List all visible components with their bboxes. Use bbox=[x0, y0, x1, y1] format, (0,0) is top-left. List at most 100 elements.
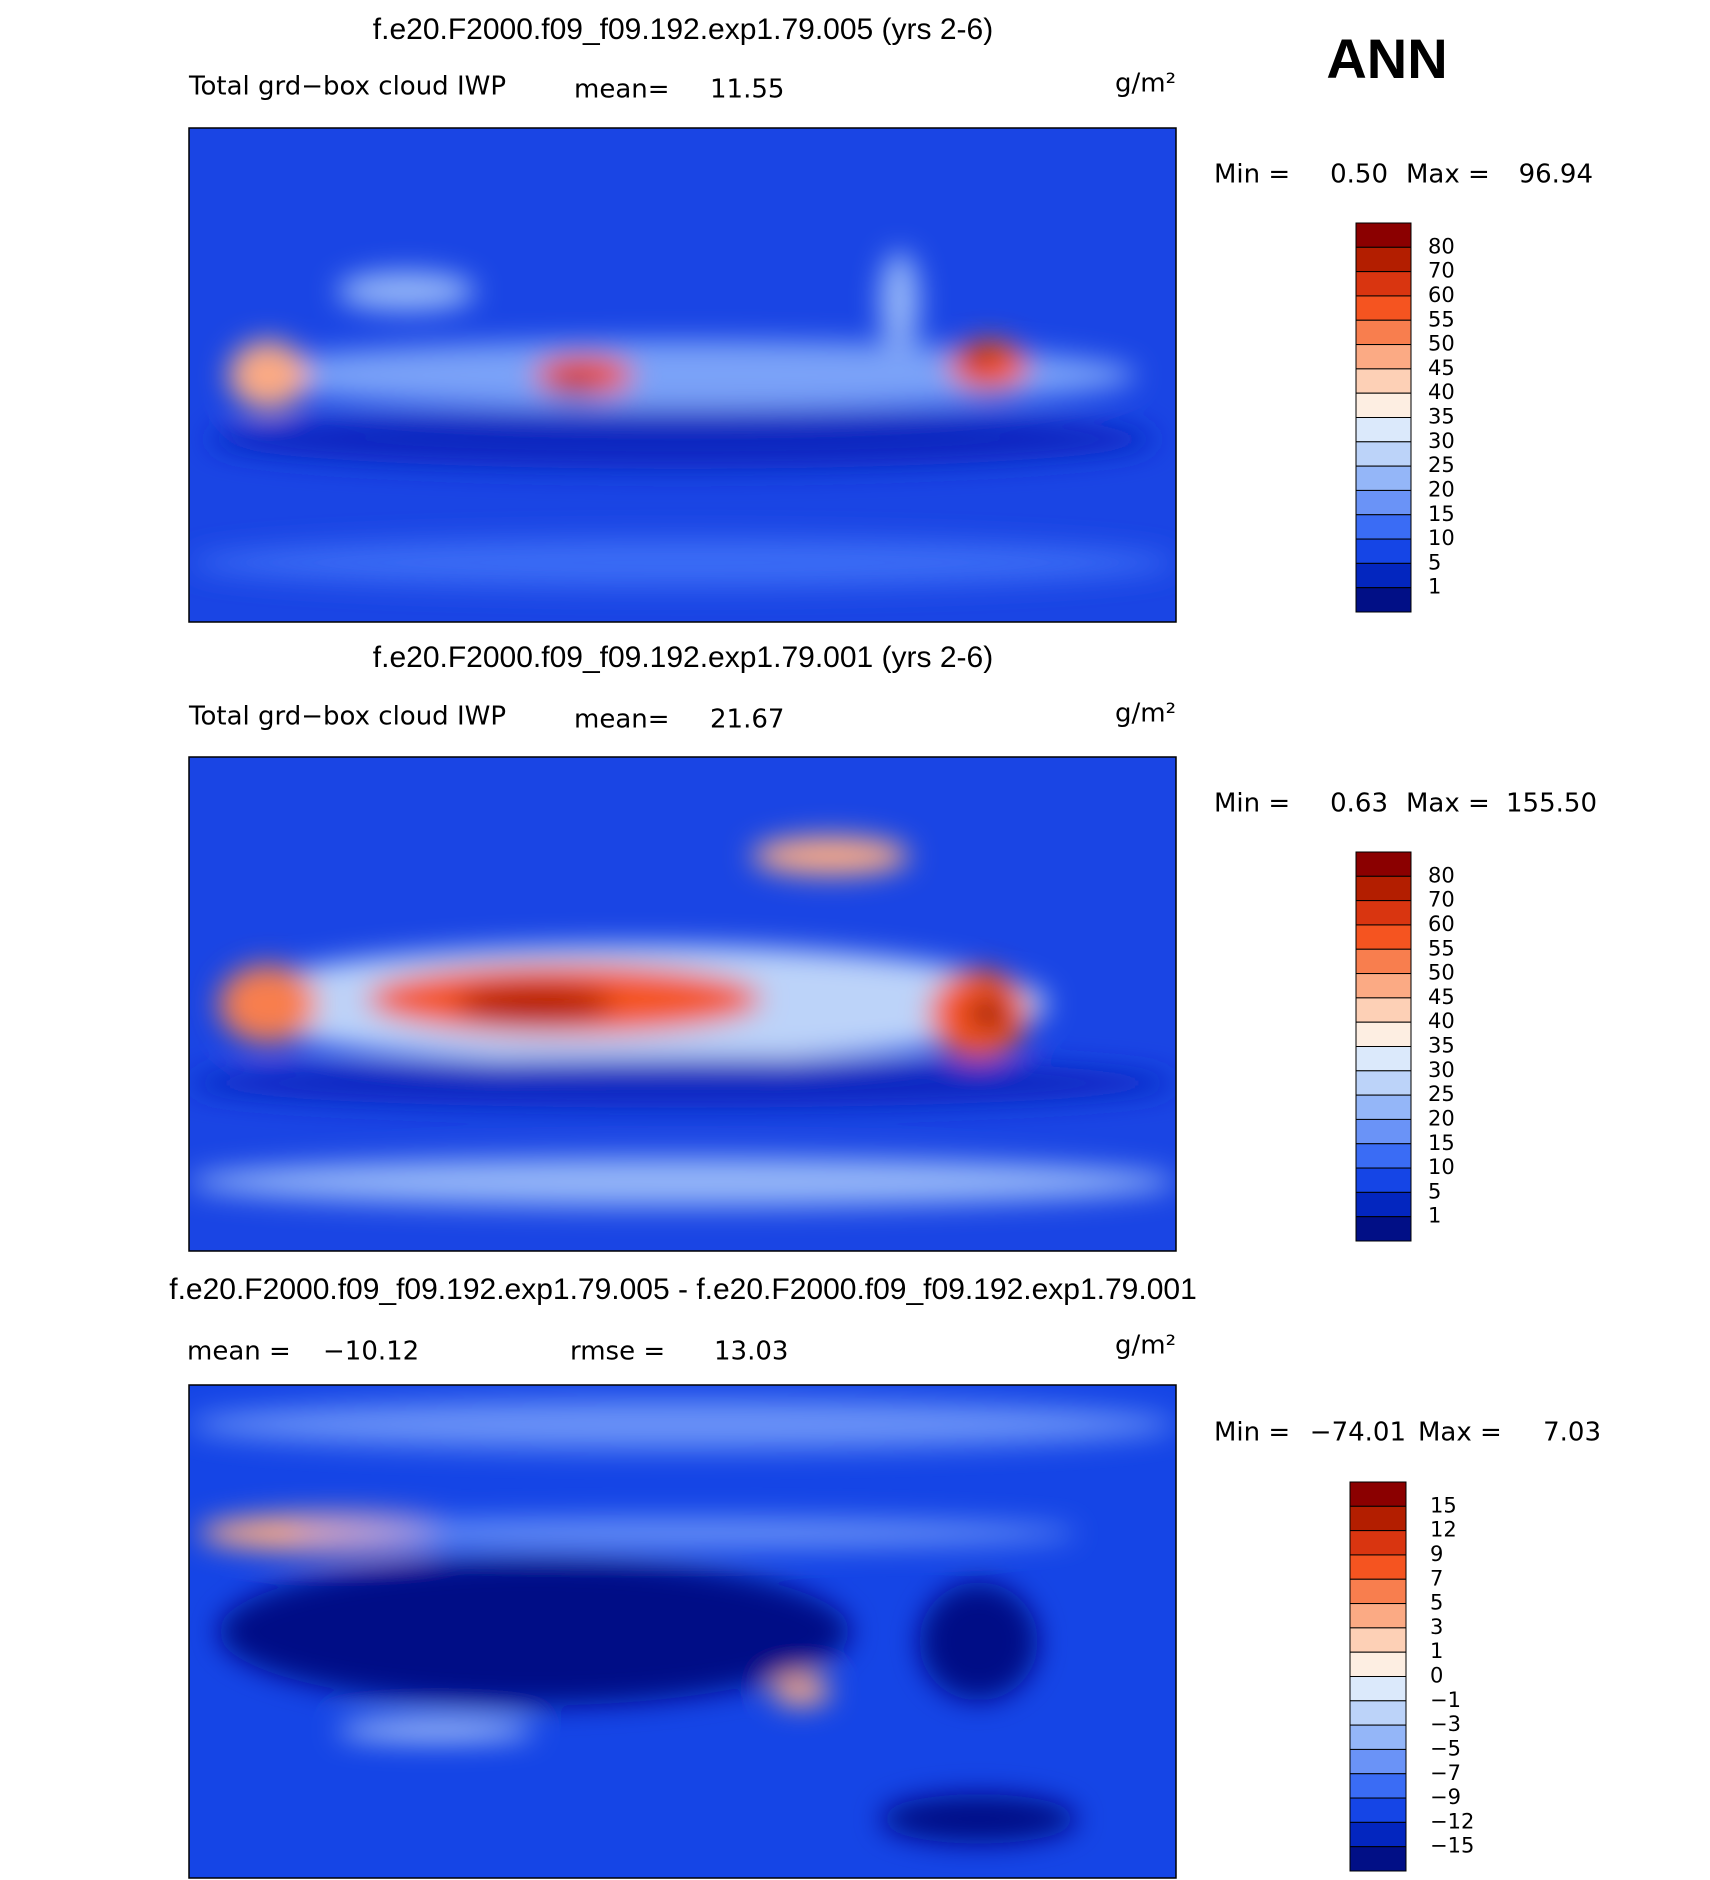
colorbar-label: 30 bbox=[1428, 429, 1455, 453]
map bbox=[189, 128, 1176, 622]
colorbar-box bbox=[1349, 1505, 1407, 1532]
colorbar-label: 12 bbox=[1430, 1518, 1457, 1542]
colorbar-box bbox=[1355, 514, 1412, 540]
colorbar-label: 20 bbox=[1428, 1106, 1455, 1130]
colorbar-box bbox=[1355, 489, 1412, 516]
colorbar-box bbox=[1355, 587, 1412, 613]
colorbar-label: 20 bbox=[1428, 477, 1455, 501]
colorbar-label: 1 bbox=[1428, 575, 1441, 599]
colorbar-label: 35 bbox=[1428, 405, 1455, 429]
min-value: 0.63 bbox=[1330, 789, 1388, 819]
colorbar-label: 25 bbox=[1428, 453, 1455, 477]
colorbar-box bbox=[1355, 1167, 1412, 1193]
colorbar-label: 55 bbox=[1428, 307, 1455, 331]
colorbar-label: 60 bbox=[1428, 912, 1455, 936]
colorbar-box bbox=[1355, 997, 1412, 1023]
colorbar-label: −12 bbox=[1430, 1809, 1474, 1833]
field-blob bbox=[189, 1399, 1176, 1450]
map-field bbox=[189, 836, 1176, 1207]
colorbar-label: 15 bbox=[1428, 1131, 1455, 1155]
colorbar-label: −1 bbox=[1430, 1688, 1461, 1712]
colorbar-box bbox=[1355, 1021, 1412, 1047]
colorbar-box bbox=[1349, 1676, 1407, 1702]
colorbar-box bbox=[1349, 1481, 1407, 1507]
field-blob bbox=[189, 1157, 1176, 1207]
colorbar-box bbox=[1355, 851, 1412, 877]
colorbar-box bbox=[1355, 417, 1412, 443]
field-blob bbox=[189, 1058, 1176, 1108]
field-blob bbox=[549, 375, 599, 395]
colorbar-label: −9 bbox=[1430, 1785, 1461, 1809]
colorbar-box bbox=[1355, 1046, 1412, 1072]
rmse-label: rmse = bbox=[570, 1337, 665, 1367]
panel-title: f.e20.F2000.f09_f09.192.exp1.79.005 - f.… bbox=[169, 1273, 1197, 1306]
max-label: Max = bbox=[1406, 160, 1490, 190]
colorbar-box bbox=[1355, 465, 1412, 491]
colorbar-label: 15 bbox=[1430, 1493, 1457, 1517]
field-blob bbox=[337, 271, 476, 311]
colorbar-box bbox=[1349, 1530, 1407, 1556]
variable-name: Total grd−box cloud IWP bbox=[188, 72, 506, 102]
colorbar-label: 25 bbox=[1428, 1082, 1455, 1106]
map bbox=[189, 757, 1176, 1251]
colorbar-label: −5 bbox=[1430, 1736, 1461, 1760]
colorbar-box bbox=[1355, 1143, 1412, 1169]
colorbar-box bbox=[1355, 1118, 1412, 1145]
colorbar-label: 5 bbox=[1428, 1179, 1441, 1203]
map-frame bbox=[188, 1384, 1177, 1879]
map bbox=[189, 1385, 1176, 1878]
colorbar-label: 30 bbox=[1428, 1058, 1455, 1082]
colorbar-label: 40 bbox=[1428, 1009, 1455, 1033]
field-blob bbox=[228, 340, 1137, 410]
colorbar-box bbox=[1349, 1627, 1407, 1653]
colorbar-label: 50 bbox=[1428, 332, 1455, 356]
field-blob bbox=[771, 1675, 831, 1706]
min-label: Min = bbox=[1214, 160, 1290, 190]
colorbar-box bbox=[1349, 1797, 1407, 1823]
min-label: Min = bbox=[1214, 789, 1290, 819]
colorbar-label: 10 bbox=[1428, 526, 1455, 550]
colorbar-box bbox=[1349, 1554, 1407, 1580]
colorbar-box bbox=[1355, 392, 1412, 418]
colorbar-box bbox=[1349, 1724, 1407, 1750]
colorbar-box bbox=[1355, 1191, 1412, 1218]
colorbar-label: 55 bbox=[1428, 936, 1455, 960]
field-blob bbox=[337, 1720, 535, 1740]
colorbar-box bbox=[1355, 562, 1412, 589]
colorbar-box bbox=[1355, 441, 1412, 467]
colorbar-box bbox=[1355, 900, 1412, 926]
map-field bbox=[189, 1399, 1176, 1844]
field-blob bbox=[968, 999, 1009, 1029]
colorbar-box bbox=[1355, 222, 1412, 248]
colorbar-label: 10 bbox=[1428, 1155, 1455, 1179]
min-label: Min = bbox=[1214, 1418, 1290, 1448]
field-blob bbox=[228, 340, 308, 410]
field-blob bbox=[879, 1794, 1078, 1844]
colorbar-label: 70 bbox=[1428, 259, 1455, 283]
mean-label: mean= bbox=[574, 75, 670, 105]
colorbar-box bbox=[1355, 295, 1412, 321]
colorbar-box bbox=[1355, 1094, 1412, 1120]
field-blob bbox=[189, 538, 1176, 588]
field-blob bbox=[879, 251, 920, 351]
colorbar-label: 50 bbox=[1428, 961, 1455, 985]
map-frame bbox=[188, 127, 1177, 623]
colorbar-label: 60 bbox=[1428, 283, 1455, 307]
units: g/m² bbox=[1115, 1331, 1176, 1361]
min-value: 0.50 bbox=[1330, 160, 1388, 190]
colorbar-box bbox=[1355, 538, 1412, 564]
colorbar-label: −7 bbox=[1430, 1761, 1461, 1785]
panel-title: f.e20.F2000.f09_f09.192.exp1.79.001 (yrs… bbox=[373, 641, 993, 674]
field-blob bbox=[287, 1518, 1078, 1548]
colorbar-label: 3 bbox=[1430, 1615, 1443, 1639]
field-blob bbox=[208, 409, 1157, 469]
colorbar-label: 40 bbox=[1428, 380, 1455, 404]
colorbar-box bbox=[1355, 271, 1412, 297]
colorbar-label: 1 bbox=[1428, 1204, 1441, 1228]
colorbar-label: 5 bbox=[1428, 550, 1441, 574]
colorbar-label: 70 bbox=[1428, 888, 1455, 912]
colorbar-label: 80 bbox=[1428, 863, 1455, 887]
units: g/m² bbox=[1115, 699, 1176, 729]
colorbar-box bbox=[1349, 1700, 1407, 1726]
